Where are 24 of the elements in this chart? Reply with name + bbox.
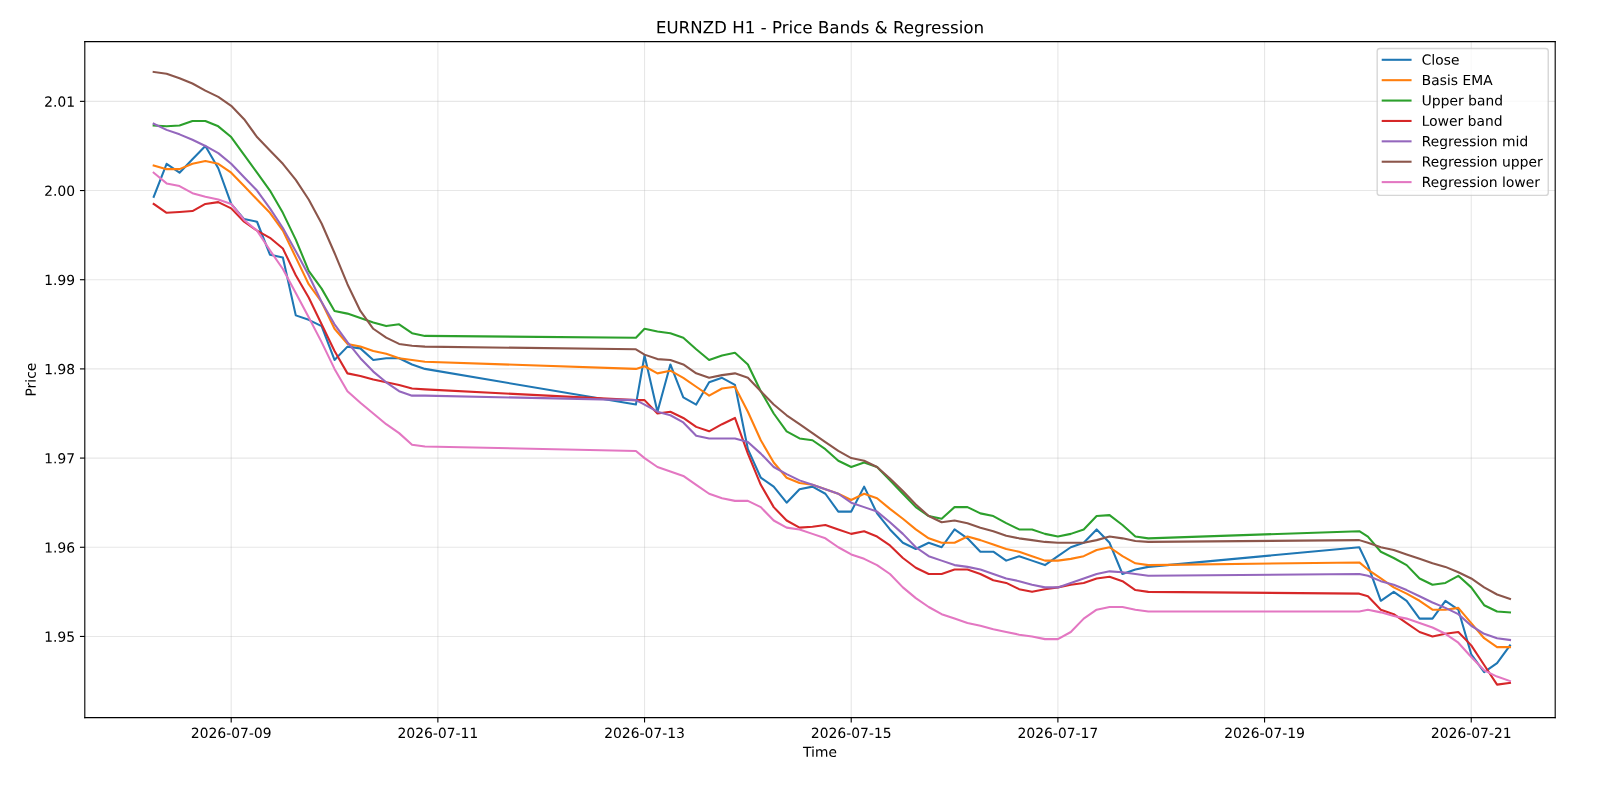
x-tick-label: 2026-07-11: [398, 727, 477, 739]
legend-label: Regression upper: [1423, 156, 1543, 170]
x-axis-title: Time: [802, 746, 837, 758]
x-tick-label: 2026-07-09: [191, 727, 271, 739]
legend-label: Lower band: [1423, 115, 1502, 127]
x-tick-label: 2026-07-15: [811, 727, 891, 739]
legend-label: Basis EMA: [1423, 74, 1493, 86]
legend-label: Upper band: [1422, 94, 1502, 109]
legend-label: Regression lower: [1423, 176, 1540, 190]
legend-label: Close: [1422, 54, 1459, 65]
y-axis-title: Price: [25, 363, 36, 396]
y-tick-label: 1.97: [45, 453, 74, 464]
y-tick-label: 1.95: [45, 631, 74, 642]
x-tick-label: 2026-07-21: [1431, 727, 1511, 739]
x-tick-label: 2026-07-17: [1018, 727, 1098, 739]
y-tick-label: 1.99: [45, 274, 75, 286]
x-tick-label: 2026-07-13: [605, 727, 684, 739]
y-tick-label: 1.98: [45, 363, 75, 375]
y-tick-label: 2.00: [45, 185, 75, 197]
x-tick-label: 2026-07-19: [1225, 727, 1304, 739]
y-tick-label: 1.96: [45, 542, 75, 553]
y-tick-label: 2.01: [45, 96, 74, 107]
chart-title: EURNZD H1 - Price Bands & Regression: [657, 20, 983, 37]
legend-label: Regression mid: [1423, 135, 1527, 150]
